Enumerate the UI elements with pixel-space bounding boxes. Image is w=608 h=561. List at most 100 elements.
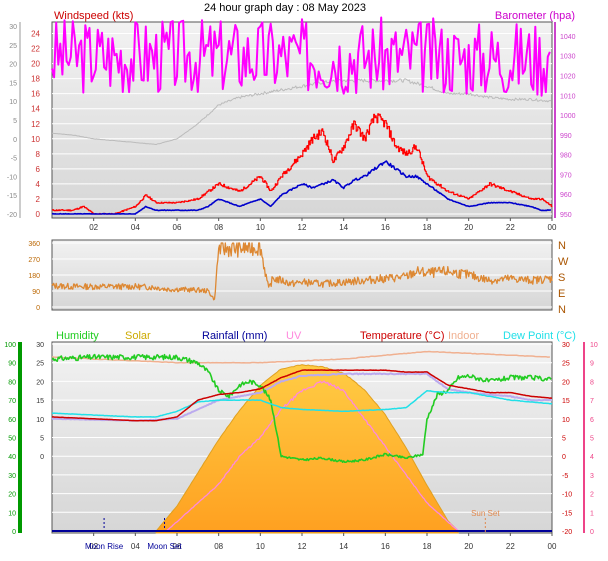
temperature-right-tick-label: 0 (562, 454, 566, 461)
solar-area (155, 364, 460, 534)
wind-x-tick-label: 00 (548, 223, 557, 232)
barometer-label: Barometer (hpa) (495, 10, 575, 22)
legend-label-1: Solar (125, 330, 151, 342)
barometer-tick-label: 970 (560, 172, 572, 179)
wind-x-tick-label: 10 (256, 223, 265, 232)
humidity-tick-label: 20 (8, 492, 16, 499)
temperature-left-tick-label: 15 (36, 398, 44, 405)
direction-tick-label: 360 (28, 241, 40, 248)
uv-tick-label: 5 (590, 436, 594, 443)
windspeed-label: Windspeed (kts) (54, 10, 133, 22)
wind-outer-tick-label: 30 (9, 24, 17, 31)
barometer-tick-label: 1020 (560, 73, 576, 80)
wind-left-tick-label: 2 (36, 195, 41, 204)
legend-label-0: Humidity (56, 330, 99, 342)
wind-left-tick-label: 14 (31, 105, 40, 114)
wind-left-tick-label: 16 (31, 90, 40, 99)
wind-outer-tick-label: 10 (9, 99, 17, 106)
wind-outer-tick-label: 25 (9, 43, 17, 50)
temperature-left-tick-label: 5 (40, 436, 44, 443)
wind-outer-tick-label: -15 (7, 193, 17, 200)
wind-outer-tick-label: -20 (7, 212, 17, 219)
wind-outer-tick-label: 15 (9, 80, 17, 87)
uv-tick-label: 4 (590, 454, 594, 461)
temperature-x-tick-label: 22 (506, 542, 515, 551)
humidity-tick-label: 80 (8, 379, 16, 386)
temperature-right-tick-label: 10 (562, 417, 570, 424)
wind-x-tick-label: 22 (506, 223, 515, 232)
legend-label-6: Dew Point (°C) (503, 330, 576, 342)
uv-tick-label: 6 (590, 417, 594, 424)
humidity-tick-label: 30 (8, 473, 16, 480)
wind-left-tick-label: 12 (31, 120, 40, 129)
barometer-tick-label: 980 (560, 153, 572, 160)
direction-compass-label: N (558, 240, 566, 252)
temperature-line (52, 369, 553, 422)
barometer-tick-label: 1030 (560, 54, 576, 61)
temperature-x-tick-label: 00 (548, 542, 557, 551)
wind-left-tick-label: 24 (31, 30, 40, 39)
wind-x-tick-label: 06 (173, 223, 182, 232)
barometer-line (51, 16, 551, 97)
wind-x-tick-label: 20 (464, 223, 473, 232)
dew-point-line (51, 389, 553, 418)
wind-left-tick-label: 22 (31, 45, 40, 54)
wind-left-tick-label: 8 (36, 150, 41, 159)
wind-direction-line (51, 242, 553, 301)
legend-label-3: UV (286, 330, 302, 342)
humidity-tick-label: 60 (8, 417, 16, 424)
uv-tick-label: 1 (590, 510, 594, 517)
temperature-x-tick-label: 16 (381, 542, 390, 551)
temperature-right-tick-label: 20 (562, 379, 570, 386)
temperature-right-tick-label: 15 (562, 398, 570, 405)
humidity-tick-label: 100 (4, 342, 16, 349)
direction-tick-label: 90 (32, 289, 40, 296)
uv-tick-label: 3 (590, 473, 594, 480)
direction-tick-label: 270 (28, 257, 40, 264)
humidity-tick-label: 10 (8, 510, 16, 517)
temperature-x-tick-label: 18 (423, 542, 432, 551)
uv-tick-label: 7 (590, 398, 594, 405)
uv-tick-label: 2 (590, 492, 594, 499)
wind-outer-tick-label: -5 (11, 156, 17, 163)
wind-plot-area (51, 21, 553, 219)
windspeed-line (52, 113, 553, 215)
page-title: 24 hour graph day : 08 May 2023 (204, 2, 366, 14)
humidity-tick-label: 40 (8, 454, 16, 461)
wind-left-tick-label: 20 (31, 60, 40, 69)
wind-left-tick-label: 6 (36, 165, 41, 174)
temperature-left-tick-label: 0 (40, 454, 44, 461)
annotation-label-1: Moon Set (147, 542, 182, 551)
temperature-left-tick-label: 10 (36, 417, 44, 424)
annotation-label-0: Moon Rise (85, 542, 124, 551)
legend-label-4: Temperature (°C) (360, 330, 444, 342)
uv-tick-label: 10 (590, 342, 598, 349)
wind-outer-tick-label: 0 (13, 137, 17, 144)
humidity-tick-label: 90 (8, 361, 16, 368)
temperature-left-tick-label: 20 (36, 379, 44, 386)
direction-compass-label: W (558, 256, 569, 268)
humidity-tick-label: 0 (12, 529, 16, 536)
direction-compass-label: N (558, 304, 566, 316)
wind-grey-series-line (52, 78, 552, 146)
direction-tick-label: 180 (28, 273, 40, 280)
barometer-tick-label: 950 (560, 212, 572, 219)
temperature-x-tick-label: 06 (173, 542, 182, 551)
temperature-x-tick-label: 04 (131, 542, 140, 551)
temperature-left-tick-label: 30 (36, 342, 44, 349)
wind-x-tick-label: 12 (298, 223, 307, 232)
uv-line (166, 380, 459, 532)
wind-x-tick-label: 02 (89, 223, 98, 232)
temperature-x-tick-label: 12 (298, 542, 307, 551)
wind-outer-tick-label: 5 (13, 118, 17, 125)
wind-left-tick-label: 10 (31, 135, 40, 144)
wind-x-tick-label: 18 (423, 223, 432, 232)
barometer-tick-label: 960 (560, 192, 572, 199)
wind-x-tick-label: 04 (131, 223, 140, 232)
uv-tick-label: 0 (590, 529, 594, 536)
humidity-line (51, 353, 552, 464)
wind-x-tick-label: 08 (214, 223, 223, 232)
wind-left-tick-label: 0 (36, 210, 41, 219)
temperature-x-tick-label: 20 (464, 542, 473, 551)
